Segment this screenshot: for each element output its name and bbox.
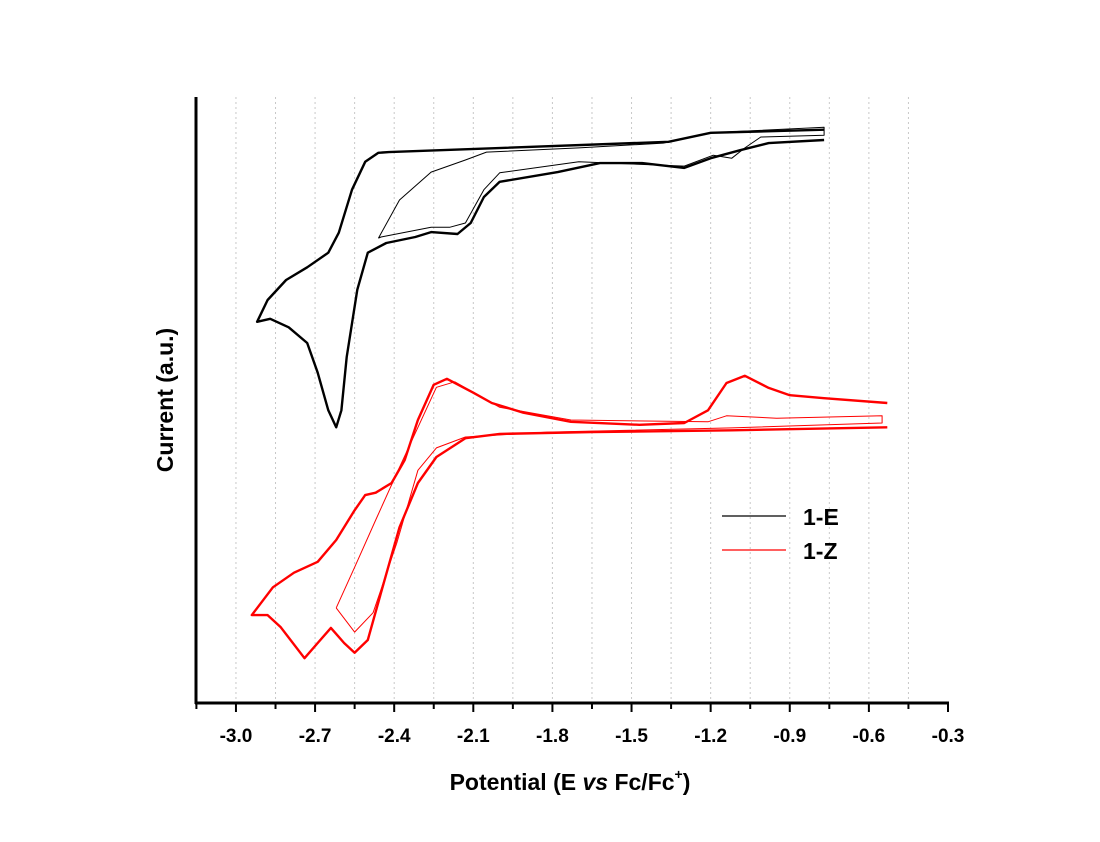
x-tick-label: -2.1 [457, 726, 490, 747]
y-axis-title: Current (a.u.) [152, 328, 178, 472]
trace-1-e-thin [377, 126, 825, 239]
trace-1-e-thick [255, 128, 825, 429]
trace-1-z-thick [250, 374, 888, 660]
x-tick-label: -1.2 [694, 726, 727, 747]
x-tick-label: -0.9 [773, 726, 806, 747]
x-tick-label: -1.8 [536, 726, 569, 747]
x-tick-labels: -3.0 -2.7 -2.4 -2.1 -1.8 -1.5 -1.2 -0.9 -0.6 -0.3 [220, 726, 965, 747]
x-tick-label: -2.4 [378, 726, 411, 747]
legend-label-1-e: 1-E [803, 504, 839, 530]
x-tick-label: -0.6 [853, 726, 886, 747]
legend: 1-E 1-Z [722, 504, 839, 564]
x-tick-label: -0.3 [932, 726, 965, 747]
x-ticks [195, 703, 949, 712]
trace-1-z-thin [335, 381, 883, 633]
x-axis-title: Potential (E vs Fc/Fc+) [450, 766, 691, 795]
x-tick-label: -2.7 [299, 726, 332, 747]
grid-lines [235, 97, 909, 703]
data-traces [250, 126, 888, 660]
x-tick-label: -3.0 [220, 726, 253, 747]
legend-label-1-z: 1-Z [803, 538, 838, 564]
x-tick-label: -1.5 [615, 726, 648, 747]
